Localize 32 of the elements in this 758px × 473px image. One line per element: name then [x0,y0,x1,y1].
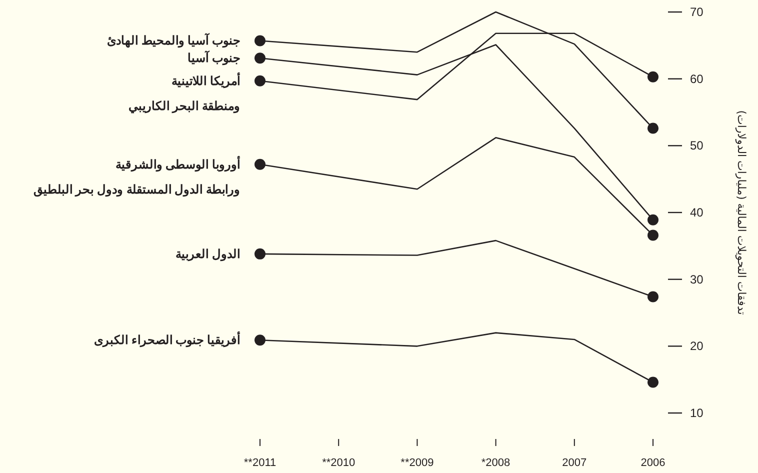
x-tick-label: **2011 [244,457,276,469]
point [254,334,266,346]
x-tick-label: 2006 [640,457,666,469]
x-tick-label: *2008 [481,457,510,469]
y-tick-label: 60 [690,72,704,86]
y-tick-label: 40 [690,206,704,220]
point [254,158,266,170]
point [648,230,658,241]
x-tick-label: **2010 [322,457,356,469]
point [254,35,266,46]
point [254,248,266,260]
series-label: جنوب آسيا والمحيط الهادئ [106,32,240,49]
y-tick-label: 10 [690,406,704,420]
y-tick-label: 20 [690,339,704,354]
y-axis-title: تدفقات التحويلات المالية (مليارات الدولارات) [735,110,748,315]
series-label: جنوب آسيا [188,49,240,66]
series-label: الدول العربية [176,246,240,262]
point [648,291,658,302]
point [648,214,658,226]
y-tick-label: 50 [690,138,704,153]
series-label: أوروبا الوسطى والشرقية ورابطة الدول المستقلة ودول بحر البلطيق [33,156,240,198]
y-tick-label: 30 [690,272,704,286]
point [648,376,658,388]
series-label: أفريقيا جنوب الصحراء الكبرى [94,332,240,348]
point [254,52,266,64]
point [648,71,658,82]
series-label: أمريكا اللاتينية ومنطقة البحر الكاريبي [128,72,240,114]
point [648,122,658,134]
y-tick-label: 70 [690,5,704,19]
point [254,75,266,86]
x-tick-label: **2009 [400,457,434,469]
x-tick-label: 2007 [562,457,587,469]
